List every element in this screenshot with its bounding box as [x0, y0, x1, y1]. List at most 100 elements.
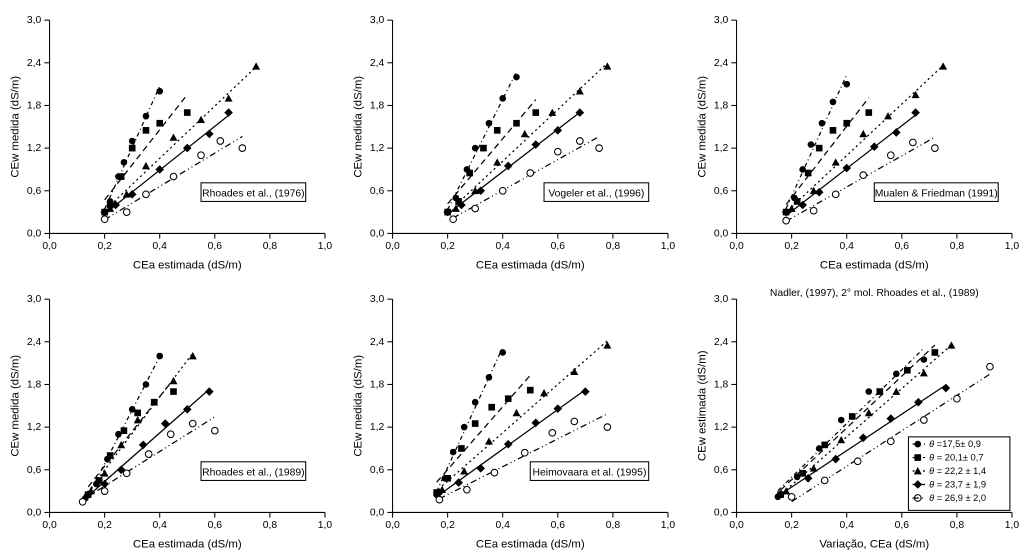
- y-tick-label: 1,2: [714, 422, 729, 433]
- y-axis-label: CEw medida (dS/m): [9, 76, 21, 178]
- x-tick-label: 0,4: [496, 519, 511, 530]
- y-tick-label: 2,4: [27, 58, 42, 69]
- y-tick-label: 2,4: [714, 336, 729, 347]
- x-tick-label: 0,0: [42, 519, 57, 530]
- chart-grid: 0,0 0,2 0,4 0,6 0,8 1,0 0,0 0,6 1,2 1,8 2,4 3,0 CEa …: [0, 0, 1026, 559]
- x-tick-label: 0,8: [263, 519, 278, 530]
- scatter-panel: 0,00,20,40,60,81,00,00,61,21,82,43,0CEa …: [347, 283, 678, 556]
- scatter-panel: 0,00,20,40,60,81,00,00,61,21,82,43,0CEa …: [691, 4, 1022, 277]
- y-tick-label: 0,0: [27, 229, 42, 240]
- x-tick-label: 1,0: [318, 519, 333, 530]
- x-tick-label: 0,4: [153, 241, 168, 252]
- y-tick-label: 0,6: [27, 464, 42, 475]
- y-tick-label: 0,6: [714, 186, 729, 197]
- legend-label: θ = 20,1± 0,7: [929, 452, 983, 462]
- y-tick-label: 1,2: [27, 143, 42, 154]
- trend-line-B: [448, 100, 536, 204]
- y-tick-label: 2,4: [370, 58, 385, 69]
- x-tick-label: 0,8: [606, 241, 621, 252]
- panel-title: Heimovaara et al. (1995): [533, 467, 647, 478]
- x-tick-label: 0,2: [784, 241, 799, 252]
- y-tick-label: 2,4: [27, 336, 42, 347]
- x-tick-label: 0,8: [949, 519, 964, 530]
- y-tick-label: 1,2: [714, 143, 729, 154]
- x-tick-label: 0,6: [894, 519, 909, 530]
- x-axis-label: CEa estimada (dS/m): [820, 260, 929, 272]
- x-tick-label: 0,6: [894, 241, 909, 252]
- y-tick-label: 2,4: [370, 336, 385, 347]
- x-tick-label: 0,4: [496, 241, 511, 252]
- x-tick-label: 0,0: [729, 519, 744, 530]
- x-axis-label: CEa estimada (dS/m): [133, 538, 242, 550]
- y-axis-label: CEw medida (dS/m): [9, 354, 21, 456]
- y-tick-label: 0,0: [714, 507, 729, 518]
- y-tick-label: 1,2: [370, 422, 385, 433]
- y-tick-label: 1,8: [714, 379, 729, 390]
- legend-label: θ = 22,2 ± 1,4: [929, 466, 986, 476]
- trend-line-B: [105, 95, 188, 200]
- panel-p5: 0,00,20,40,60,81,00,00,61,21,82,43,0CEa …: [347, 283, 678, 556]
- x-tick-label: 0,4: [839, 241, 854, 252]
- legend-label: θ = 23,7 ± 1,9: [929, 479, 986, 489]
- x-tick-label: 0,2: [97, 519, 112, 530]
- y-axis-label: CEw medida (dS/m): [696, 76, 708, 178]
- y-tick-label: 1,8: [370, 379, 385, 390]
- trend-line-E: [786, 137, 935, 221]
- scatter-panel: 0,00,20,40,60,81,00,00,61,21,82,43,0CEa …: [4, 283, 335, 556]
- x-tick-label: 1,0: [661, 519, 676, 530]
- x-axis-label: CEa estimada (dS/m): [476, 260, 585, 272]
- x-tick-label: 0,8: [949, 241, 964, 252]
- x-tick-label: 0,6: [208, 519, 223, 530]
- y-tick-label: 1,2: [27, 422, 42, 433]
- x-tick-label: 0,4: [153, 519, 168, 530]
- scatter-panel: 0,00,20,40,60,81,00,00,61,21,82,43,0CEa …: [4, 4, 335, 277]
- trend-line-B: [786, 98, 869, 205]
- y-tick-label: 1,2: [370, 143, 385, 154]
- x-tick-label: 1,0: [1004, 241, 1019, 252]
- y-tick-label: 0,0: [370, 229, 385, 240]
- panel-title: Rhoades et al., (1976): [202, 188, 304, 199]
- scatter-panel: Nadler, (1997), 2° mol. Rhoades et al., …: [691, 283, 1022, 556]
- x-tick-label: 0,0: [386, 241, 401, 252]
- legend-label: θ =17,5± 0,9: [929, 439, 981, 449]
- y-tick-label: 2,4: [714, 58, 729, 69]
- y-tick-label: 0,0: [714, 229, 729, 240]
- panel-title: Rhoades et al., (1989): [202, 467, 304, 478]
- x-tick-label: 0,6: [208, 241, 223, 252]
- y-tick-label: 0,6: [370, 186, 385, 197]
- x-tick-label: 0,4: [839, 519, 854, 530]
- panel-p3: 0,00,20,40,60,81,00,00,61,21,82,43,0CEa …: [691, 4, 1022, 277]
- trend-line-A: [786, 75, 847, 209]
- x-axis-label: Variação, CEa (dS/m): [819, 538, 929, 550]
- panel-p6: Nadler, (1997), 2° mol. Rhoades et al., …: [691, 283, 1022, 556]
- x-tick-label: 0,0: [386, 519, 401, 530]
- trend-line-C: [91, 353, 193, 488]
- x-tick-label: 0,6: [551, 519, 566, 530]
- y-tick-label: 0,0: [370, 507, 385, 518]
- trend-line-B: [437, 375, 531, 482]
- panel-p2: 0,0 0,2 0,4 0,6 0,8 1,0 0,0 0,6 1,2 1,8 2,4 3,0 CEa …: [347, 4, 678, 277]
- y-tick-label: 3,0: [27, 15, 42, 26]
- y-axis-label: CEw estimada (dS/m): [696, 350, 708, 461]
- y-tick-label: 1,8: [370, 101, 385, 112]
- trend-line-B: [88, 379, 173, 487]
- y-tick-label: 0,6: [27, 186, 42, 197]
- x-tick-label: 1,0: [661, 241, 676, 252]
- panel-p4: 0,00,20,40,60,81,00,00,61,21,82,43,0CEa …: [4, 283, 335, 556]
- x-tick-label: 0,8: [263, 241, 278, 252]
- x-tick-label: 1,0: [318, 241, 333, 252]
- y-tick-label: 1,8: [27, 379, 42, 390]
- y-tick-label: 0,6: [370, 464, 385, 475]
- panel-title: Vogeler et al., (1996): [549, 188, 645, 199]
- y-tick-label: 3,0: [714, 15, 729, 26]
- y-tick-label: 3,0: [370, 15, 385, 26]
- x-axis-label: CEa estimada (dS/m): [133, 260, 242, 272]
- y-tick-label: 3,0: [370, 294, 385, 305]
- panel-p1: 0,00,20,40,60,81,00,00,61,21,82,43,0CEa …: [4, 4, 335, 277]
- y-axis-label: CEw medida (dS/m): [353, 76, 365, 178]
- x-axis-label: CEa estimada (dS/m): [476, 538, 585, 550]
- y-tick-label: 3,0: [714, 294, 729, 305]
- x-tick-label: 0,6: [551, 241, 566, 252]
- x-tick-label: 0,2: [441, 241, 456, 252]
- x-tick-label: 0,2: [441, 519, 456, 530]
